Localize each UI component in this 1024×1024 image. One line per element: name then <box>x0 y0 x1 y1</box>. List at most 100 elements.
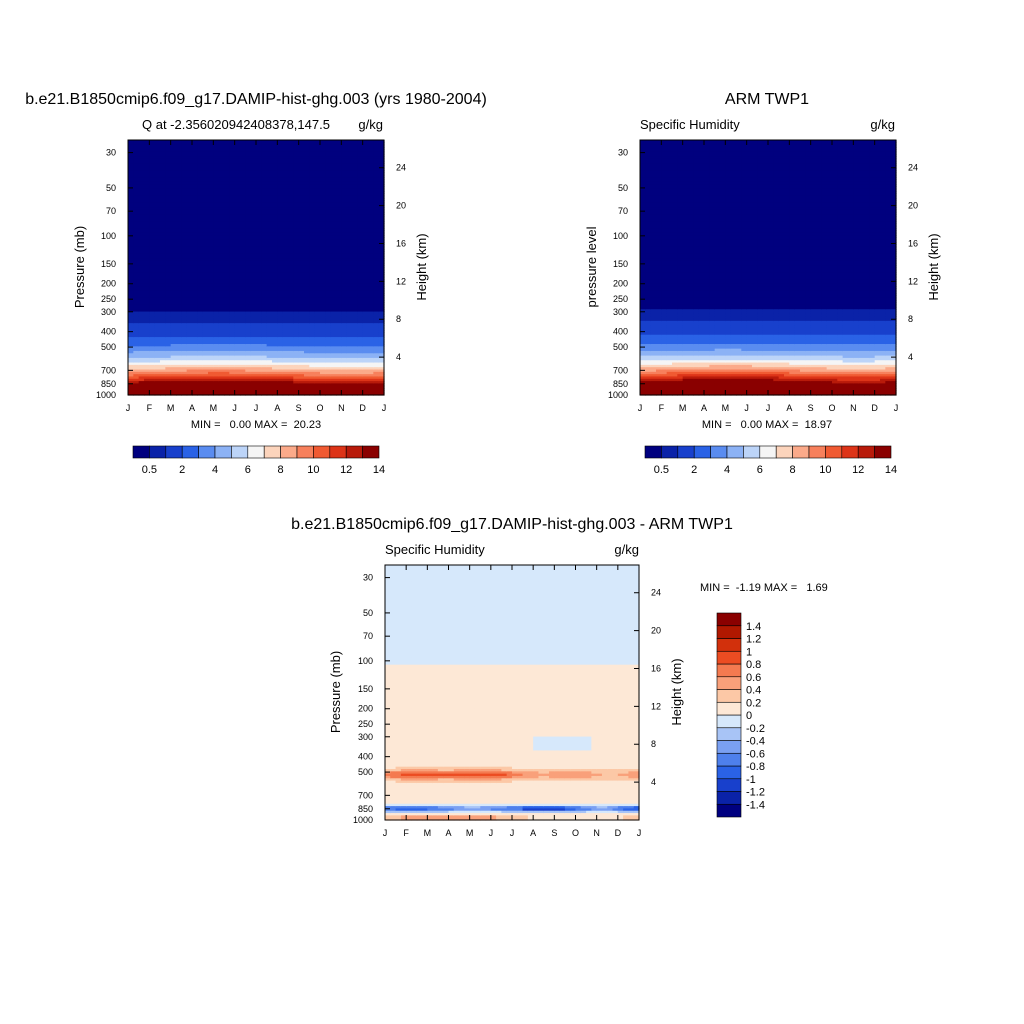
heatmap-cell <box>256 383 262 387</box>
heatmap-cell <box>250 230 257 234</box>
heatmap-cell <box>192 144 198 148</box>
heatmap-cell <box>261 174 268 178</box>
heatmap-cell <box>218 186 225 190</box>
heatmap-cell <box>186 286 193 289</box>
heatmap-cell <box>234 237 241 241</box>
heatmap-cell <box>133 244 140 248</box>
heatmap-cell <box>176 172 182 176</box>
heatmap-cell <box>234 320 241 324</box>
heatmap-cell <box>234 186 241 190</box>
heatmap-cell <box>250 337 257 340</box>
heatmap-cell <box>138 316 145 320</box>
heatmap-cell <box>250 306 257 310</box>
heatmap-cell <box>186 299 193 303</box>
heatmap-cell <box>144 320 150 324</box>
heatmap-cell <box>213 214 220 218</box>
heatmap-cell <box>133 348 140 352</box>
heatmap-cell <box>149 374 156 378</box>
heatmap-cell <box>160 295 166 299</box>
heatmap-cell <box>224 262 230 266</box>
heatmap-cell <box>128 381 134 385</box>
heatmap-cell <box>165 283 172 287</box>
heatmap-cell <box>240 283 246 287</box>
heatmap-cell <box>192 274 198 278</box>
heatmap-cell <box>208 364 214 368</box>
heatmap-cell <box>218 330 225 334</box>
heatmap-cell <box>133 200 140 204</box>
heatmap-cell <box>192 348 198 352</box>
heatmap-cell <box>234 316 241 320</box>
heatmap-cell <box>234 255 241 259</box>
heatmap-cell <box>256 251 262 255</box>
heatmap-cell <box>261 158 268 162</box>
heatmap-cell <box>229 371 236 375</box>
heatmap-cell <box>133 388 140 391</box>
heatmap-cell <box>181 309 188 313</box>
heatmap-cell <box>208 274 214 278</box>
heatmap-cell <box>170 160 177 164</box>
heatmap-cell <box>165 204 172 208</box>
heatmap-cell <box>229 330 236 334</box>
heatmap-cell <box>133 246 140 250</box>
heatmap-cell <box>186 367 193 371</box>
heatmap-cell <box>181 191 188 194</box>
heatmap-cell <box>192 362 198 366</box>
heatmap-cell <box>181 167 188 171</box>
heatmap-cell <box>256 193 262 197</box>
heatmap-cell <box>245 295 252 299</box>
heatmap-cell <box>218 248 225 252</box>
heatmap-cell <box>138 184 145 187</box>
heatmap-cell <box>218 332 225 336</box>
heatmap-cell <box>133 392 140 396</box>
heatmap-cell <box>186 218 193 222</box>
heatmap-cell <box>250 353 257 357</box>
heatmap-cell <box>197 251 204 255</box>
heatmap-cell <box>197 313 204 317</box>
heatmap-cell <box>192 376 198 380</box>
heatmap-cell <box>234 260 241 264</box>
heatmap-cell <box>128 320 134 324</box>
heatmap-cell <box>138 360 145 364</box>
heatmap-cell <box>208 286 214 289</box>
heatmap-cell <box>245 246 252 250</box>
heatmap-cell <box>224 316 230 320</box>
heatmap-cell <box>250 390 257 394</box>
heatmap-cell <box>176 374 182 378</box>
heatmap-cell <box>234 144 241 148</box>
heatmap-cell <box>133 332 140 336</box>
heatmap-cell <box>133 311 140 315</box>
heatmap-cell <box>245 318 252 322</box>
heatmap-cell <box>144 211 150 215</box>
heatmap-cell <box>208 237 214 241</box>
heatmap-cell <box>229 225 236 229</box>
heatmap-cell <box>240 146 246 150</box>
heatmap-cell <box>154 374 161 378</box>
heatmap-cell <box>218 165 225 169</box>
heatmap-cell <box>256 151 262 155</box>
heatmap-cell <box>240 267 246 271</box>
heatmap-cell <box>256 353 262 357</box>
heatmap-cell <box>208 385 214 389</box>
heatmap-cell <box>186 297 193 301</box>
heatmap-cell <box>229 281 236 285</box>
heatmap-cell <box>138 216 145 220</box>
heatmap-cell <box>160 149 166 153</box>
heatmap-cell <box>133 197 140 201</box>
heatmap-cell <box>208 360 214 364</box>
heatmap-cell <box>256 216 262 220</box>
heatmap-cell <box>256 146 262 150</box>
heatmap-cell <box>186 170 193 174</box>
heatmap-cell <box>186 255 193 259</box>
heatmap-cell <box>197 383 204 387</box>
heatmap-cell <box>154 244 161 248</box>
heatmap-cell <box>186 276 193 280</box>
heatmap-cell <box>229 350 236 354</box>
heatmap-cell <box>128 174 134 178</box>
heatmap-cell <box>186 146 193 150</box>
heatmap-cell <box>234 371 241 375</box>
heatmap-cell <box>160 216 166 220</box>
heatmap-cell <box>154 383 161 387</box>
heatmap-cell <box>256 367 262 371</box>
heatmap-cell <box>245 151 252 155</box>
heatmap-cell <box>144 302 150 306</box>
